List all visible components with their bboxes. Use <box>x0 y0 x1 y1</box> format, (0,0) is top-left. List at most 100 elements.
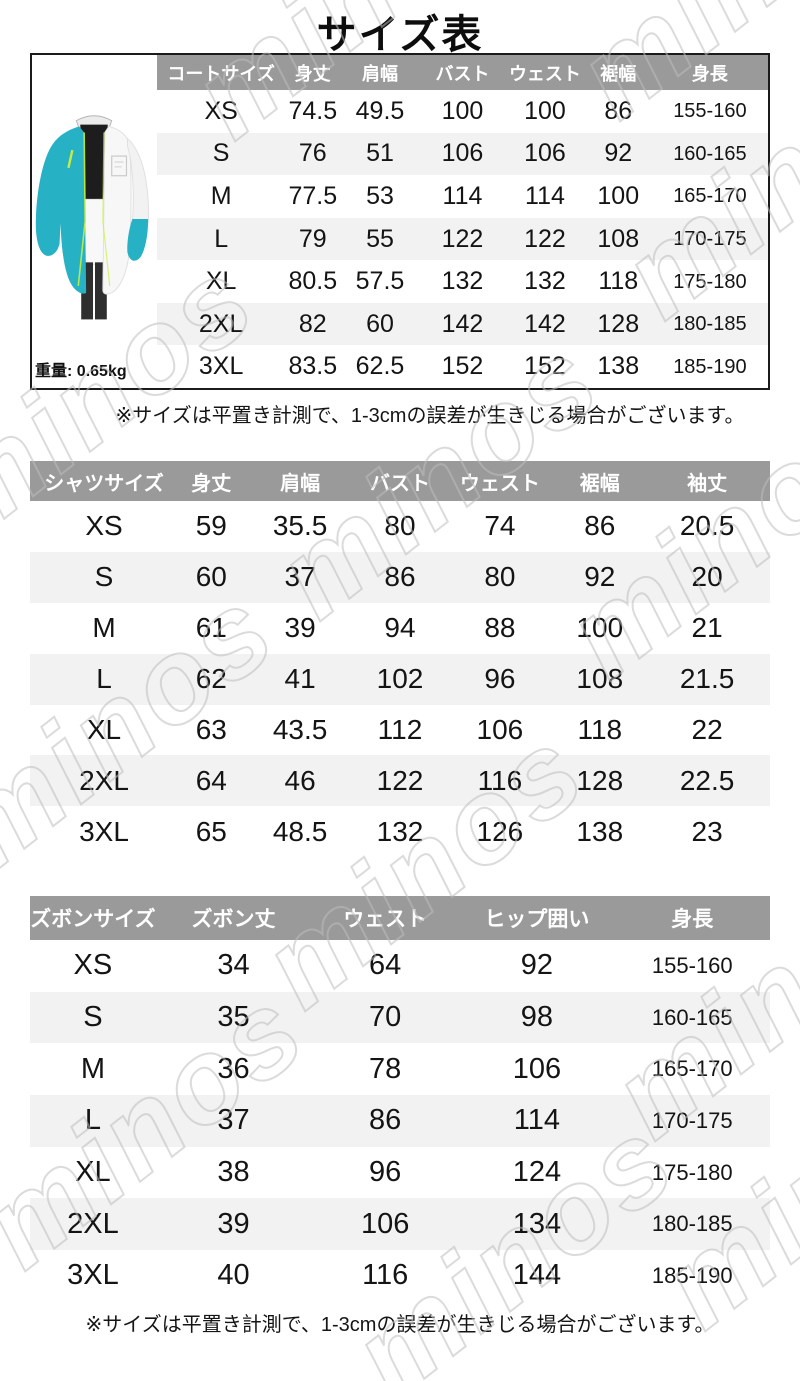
column-header: ウェスト <box>459 472 540 495</box>
measurement-value: 20.5 <box>679 510 735 542</box>
size-label: 2XL <box>79 764 129 796</box>
weight-value: 0.65kg <box>76 363 127 380</box>
measurement-value: 92 <box>584 561 616 593</box>
column-header: コートサイズ <box>167 63 275 84</box>
measurement-value: 59 <box>195 510 227 542</box>
column-header: バスト <box>435 63 490 84</box>
size-label: 3XL <box>198 352 244 381</box>
size-label: L <box>84 1104 101 1137</box>
measurement-value: 165-170 <box>673 185 747 208</box>
column-header: シャツサイズ <box>44 472 164 495</box>
size-row-XL: XL 80.5 57.5 132 132 118 175-180 <box>157 260 768 303</box>
measurement-value: 82 <box>298 309 327 338</box>
pants-table-header: ズボンサイズ ズボン丈 ウェスト ヒップ囲い 身長 <box>30 896 770 940</box>
measurement-value: 100 <box>597 181 640 210</box>
size-row-L: L 62 41 102 96 108 21.5 <box>30 653 770 705</box>
measurement-value: 53 <box>366 181 394 210</box>
measurement-value: 57.5 <box>355 267 405 296</box>
measurement-value: 77.5 <box>288 181 338 210</box>
measurement-note: ※サイズは平置き計測で、1-3cmの誤差が生きじる場合がございます。 <box>115 405 745 427</box>
measurement-value: 35.5 <box>272 510 328 542</box>
measurement-value: 62 <box>195 663 227 695</box>
size-label: L <box>214 224 229 253</box>
measurement-value: 124 <box>512 1156 562 1189</box>
measurement-value: 76 <box>298 139 327 168</box>
measurement-value: 36 <box>217 1052 250 1085</box>
measurement-value: 142 <box>524 309 566 338</box>
coat-size-table: 重量: 0.65kg コートサイズ 身丈 肩幅 バスト ウェスト 裾幅 身長 XS 74.5 4… <box>30 53 770 390</box>
size-label: 3XL <box>79 815 129 847</box>
measurement-value: 74 <box>484 510 516 542</box>
weight-label: 重量: <box>35 363 73 380</box>
measurement-value: 100 <box>576 612 624 644</box>
measurement-value: 122 <box>524 224 566 253</box>
measurement-value: 96 <box>484 663 516 695</box>
measurement-value: 100 <box>524 96 566 125</box>
size-row-M: M 36 78 106 165-170 <box>30 1043 770 1095</box>
size-row-S: S 60 37 86 80 92 20 <box>30 551 770 603</box>
size-row-S: S 35 70 98 160-165 <box>30 991 770 1044</box>
measurement-value: 106 <box>360 1207 410 1240</box>
measurement-value: 102 <box>376 663 424 695</box>
measurement-value: 138 <box>576 815 624 847</box>
measurement-value: 22 <box>691 714 723 745</box>
coat-table-body: XS 74.5 49.5 100 100 86 155-160 S 76 51 106 106 92 16… <box>157 90 768 388</box>
measurement-value: 21.5 <box>679 663 735 695</box>
size-row-XS: XS 59 35.5 80 74 86 20.5 <box>30 501 770 552</box>
measurement-value: 63 <box>195 714 227 745</box>
size-row-3XL: 3XL 83.5 62.5 152 152 138 185-190 <box>157 345 768 388</box>
measurement-value: 185-190 <box>651 1262 733 1288</box>
measurement-value: 106 <box>476 714 524 745</box>
size-label: M <box>80 1052 105 1085</box>
measurement-value: 74.5 <box>288 96 338 125</box>
coat-table-grid: コートサイズ 身丈 肩幅 バスト ウェスト 裾幅 身長 XS 74.5 49.5 100 100 86… <box>157 55 768 388</box>
column-header: 袖丈 <box>687 472 728 495</box>
measurement-value: 46 <box>284 764 316 796</box>
size-label: XL <box>75 1156 111 1189</box>
measurement-value: 94 <box>384 612 416 644</box>
measurement-value: 170-175 <box>673 228 747 251</box>
size-row-M: M 77.5 53 114 114 100 165-170 <box>157 175 768 218</box>
page-title: サイズ表 <box>316 13 484 57</box>
column-header: ウェスト <box>508 63 581 84</box>
measurement-value: 79 <box>298 224 327 253</box>
measurement-value: 49.5 <box>355 96 405 125</box>
measurement-value: 43.5 <box>272 714 328 745</box>
measurement-value: 118 <box>577 714 623 745</box>
measurement-value: 35 <box>217 1001 250 1034</box>
size-row-XL: XL 38 96 124 175-180 <box>30 1147 770 1199</box>
measurement-value: 80 <box>484 561 516 593</box>
size-label: L <box>96 663 112 695</box>
measurement-value: 122 <box>376 764 424 796</box>
measurement-value: 152 <box>524 352 566 381</box>
size-label: 2XL <box>198 309 244 338</box>
measurement-value: 165-170 <box>651 1056 733 1082</box>
measurement-value: 152 <box>441 352 484 381</box>
measurement-value: 40 <box>217 1259 250 1292</box>
pants-size-table: ズボンサイズ ズボン丈 ウェスト ヒップ囲い 身長 XS 34 64 92 155-160 S 35… <box>30 896 770 1302</box>
product-image: 重量: 0.65kg <box>32 55 157 388</box>
measurement-value: 118 <box>598 267 639 296</box>
column-header: バスト <box>369 472 430 495</box>
measurement-value: 116 <box>362 1259 409 1292</box>
measurement-value: 132 <box>441 267 484 296</box>
product-weight: 重量: 0.65kg <box>35 357 127 381</box>
measurement-value: 106 <box>512 1052 562 1085</box>
measurement-value: 34 <box>217 949 250 982</box>
measurement-value: 86 <box>584 510 616 542</box>
measurement-value: 160-165 <box>651 1004 733 1030</box>
size-label: M <box>210 181 232 210</box>
column-header: 身丈 <box>191 472 232 495</box>
measurement-value: 64 <box>195 764 227 796</box>
measurement-value: 142 <box>441 309 484 338</box>
size-label: XS <box>73 949 113 982</box>
measurement-value: 86 <box>369 1104 402 1137</box>
measurement-value: 86 <box>384 561 416 593</box>
measurement-value: 134 <box>512 1207 562 1240</box>
size-label: M <box>92 612 116 644</box>
measurement-value: 132 <box>376 815 424 847</box>
size-row-3XL: 3XL 40 116 144 185-190 <box>30 1250 770 1302</box>
measurement-value: 155-160 <box>651 952 733 978</box>
size-row-XS: XS 74.5 49.5 100 100 86 155-160 <box>157 90 768 133</box>
measurement-value: 114 <box>513 1104 560 1137</box>
